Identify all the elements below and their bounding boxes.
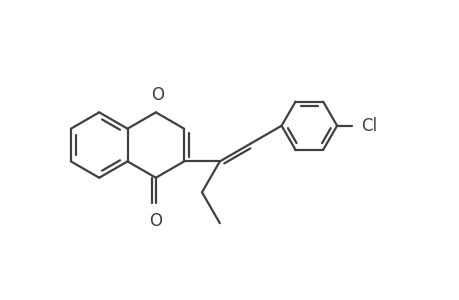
Text: O: O bbox=[149, 212, 162, 230]
Text: O: O bbox=[151, 86, 164, 104]
Text: Cl: Cl bbox=[360, 117, 376, 135]
